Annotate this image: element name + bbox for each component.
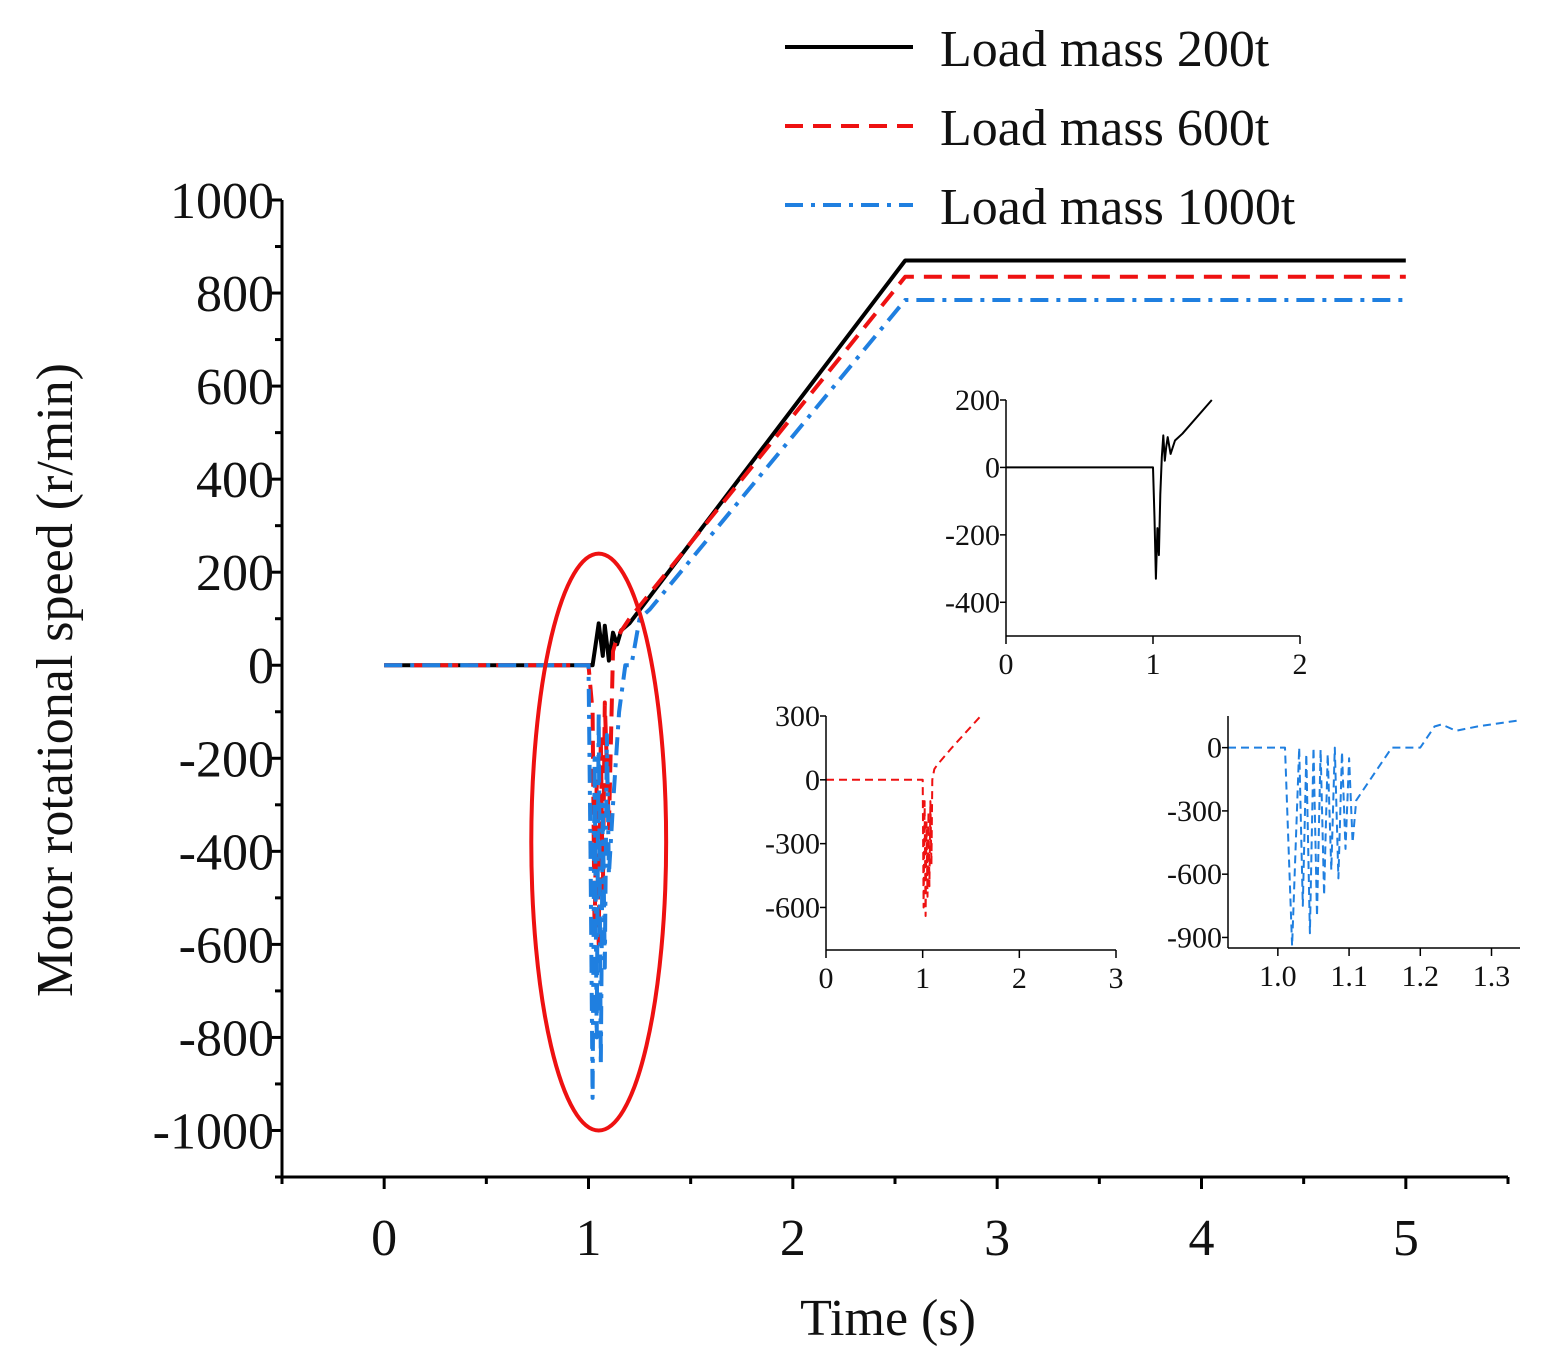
inset-y-tick-label: -900: [1167, 921, 1222, 954]
inset-y-tick-label: -400: [945, 586, 1000, 619]
inset-series-line: [1228, 719, 1521, 947]
highlight-ellipse: [529, 551, 669, 1133]
inset-x-tick-label: 2: [1012, 962, 1027, 995]
inset-x-tick-label: 0: [819, 962, 834, 995]
legend-label-load-200t: Load mass 200t: [940, 21, 1270, 78]
inset-y-tick-label: -600: [1167, 858, 1222, 891]
series-line-load-mass-200t: [384, 258, 1406, 668]
inset-y-tick-label: 0: [1207, 732, 1222, 765]
inset-200t: 0 1 2 200 0 -200 -400: [926, 384, 1308, 684]
y-tick-label: -800: [179, 1010, 274, 1067]
y-tick-label: -400: [179, 824, 274, 881]
x-axis-title: Time (s): [800, 1290, 976, 1347]
inset-y-tick-label: -300: [765, 828, 820, 861]
inset-x-tick-label: 1: [1146, 648, 1161, 681]
main-plot: 0 1 2 3 4 510008006004002000-200-400-600-800-…: [27, 173, 1510, 1347]
x-tick-label: 0: [371, 1210, 397, 1267]
inset-background: [926, 386, 1308, 684]
inset-background: [746, 702, 1124, 998]
x-tick-label: 3: [984, 1210, 1010, 1267]
y-tick-label: 800: [196, 266, 274, 323]
legend: Load mass 200t Load mass 600t Load mass …: [785, 21, 1296, 236]
main-series-group: [384, 258, 1406, 1100]
legend-label-load-600t: Load mass 600t: [940, 100, 1270, 157]
y-tick-label: 600: [196, 359, 274, 416]
y-tick-label: -200: [179, 731, 274, 788]
series-line-load-mass-1000t: [384, 298, 1406, 1100]
y-tick-label: -1000: [153, 1103, 274, 1160]
inset-600t: 0 1 2 3 300 0 -300 -600: [746, 700, 1124, 998]
inset-series-line: [1006, 399, 1213, 580]
inset-x-tick-label: 1.0: [1259, 960, 1297, 993]
inset-y-tick-label: 0: [985, 451, 1000, 484]
y-tick-label: -600: [179, 917, 274, 974]
inset-x-tick-label: 0: [999, 648, 1014, 681]
inset-x-tick-label: 1: [915, 962, 930, 995]
inset-y-tick-label: -200: [945, 519, 1000, 552]
inset-y-tick-label: 0: [805, 764, 820, 797]
y-tick-label: 0: [248, 638, 274, 695]
inset-y-tick-label: 200: [955, 384, 1000, 417]
x-tick-label: 5: [1393, 1210, 1419, 1267]
x-tick-label: 4: [1189, 1210, 1215, 1267]
y-tick-label: 200: [196, 545, 274, 602]
inset-x-tick-label: 2: [1293, 648, 1308, 681]
y-tick-label: 400: [196, 452, 274, 509]
main-ticks: 0 1 2 3 4 510008006004002000-200-400-600-800-…: [153, 173, 1510, 1267]
inset-y-tick-label: -600: [765, 891, 820, 924]
inset-1000t: 1.0 1.1 1.2 1.3 0 -300 -600 -900: [1148, 702, 1528, 996]
legend-label-load-1000t: Load mass 1000t: [940, 179, 1296, 236]
inset-y-tick-label: -300: [1167, 795, 1222, 828]
y-axis-title: Motor rotational speed (r/min): [27, 363, 84, 997]
inset-y-tick-label: 300: [775, 700, 820, 733]
y-tick-label: 1000: [170, 173, 274, 230]
inset-x-tick-label: 1.3: [1473, 960, 1511, 993]
inset-background: [1148, 702, 1528, 996]
x-tick-label: 2: [780, 1210, 806, 1267]
inset-series-line: [826, 715, 982, 917]
x-tick-label: 1: [576, 1210, 602, 1267]
inset-x-tick-label: 1.2: [1402, 960, 1440, 993]
inset-x-tick-label: 3: [1109, 962, 1124, 995]
inset-x-tick-label: 1.1: [1330, 960, 1368, 993]
